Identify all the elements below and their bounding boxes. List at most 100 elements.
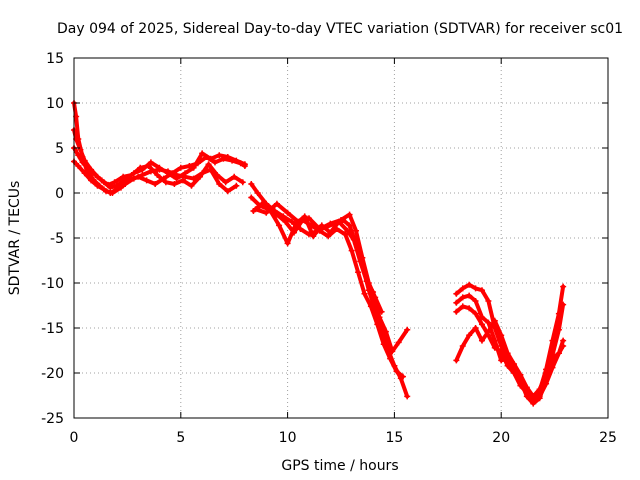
data-point — [380, 341, 387, 348]
data-point — [346, 211, 353, 218]
data-point — [207, 166, 214, 173]
data-point — [511, 361, 518, 367]
data-point — [100, 186, 107, 193]
data-point — [182, 173, 189, 180]
data-point — [376, 314, 383, 321]
data-point — [81, 170, 88, 177]
data-point — [94, 182, 101, 189]
data-point — [276, 222, 283, 229]
data-point — [305, 215, 312, 222]
data-point — [211, 159, 218, 166]
series-group — [71, 100, 567, 407]
data-point — [466, 332, 473, 339]
data-point — [498, 348, 505, 355]
x-tick-label: 25 — [599, 430, 617, 446]
data-point — [478, 321, 485, 328]
data-point — [549, 355, 556, 362]
data-point — [75, 152, 82, 159]
data-point — [122, 181, 129, 187]
y-tick-label: 5 — [55, 141, 64, 157]
x-tick-label: 15 — [385, 430, 403, 446]
data-point — [295, 218, 302, 225]
data-point — [113, 186, 120, 193]
data-point — [325, 233, 332, 240]
x-tick-label: 0 — [70, 430, 79, 446]
data-point — [120, 173, 127, 180]
data-point — [361, 290, 368, 297]
data-point — [288, 218, 295, 225]
data-point — [263, 209, 270, 216]
data-point — [359, 254, 366, 261]
y-tick-label: -25 — [41, 411, 64, 427]
data-point — [459, 285, 466, 292]
data-point — [284, 240, 291, 247]
data-point — [205, 161, 212, 168]
data-point — [233, 157, 240, 164]
y-tick-label: 0 — [55, 186, 64, 202]
data-point — [453, 357, 460, 364]
data-point — [77, 146, 84, 153]
data-point — [327, 220, 334, 227]
data-point — [327, 229, 334, 236]
data-point — [128, 172, 135, 178]
data-point — [346, 222, 353, 229]
data-point — [466, 281, 473, 288]
data-point — [536, 386, 543, 393]
data-point — [137, 164, 144, 171]
data-point — [399, 373, 406, 380]
series-line-12 — [454, 318, 566, 399]
data-point — [404, 326, 411, 333]
data-point — [105, 181, 112, 188]
data-point — [98, 177, 105, 184]
data-point — [173, 172, 180, 178]
data-point — [216, 181, 223, 187]
x-axis-label: GPS time / hours — [281, 458, 398, 474]
x-tick-label: 20 — [492, 430, 510, 446]
data-point — [478, 287, 485, 294]
data-point — [485, 328, 492, 335]
data-point — [147, 159, 154, 166]
data-point — [530, 393, 537, 400]
data-point — [316, 226, 323, 232]
data-point — [342, 231, 349, 238]
y-tick-label: -10 — [41, 276, 64, 292]
data-point — [162, 179, 169, 186]
data-point — [466, 305, 473, 312]
data-point — [504, 350, 511, 357]
data-point — [179, 177, 186, 184]
data-point — [478, 337, 485, 344]
data-point — [254, 190, 261, 196]
data-point — [453, 290, 460, 297]
data-point — [472, 298, 479, 304]
data-point — [560, 337, 567, 344]
y-tick-label: -5 — [50, 231, 64, 247]
data-point — [517, 382, 524, 389]
data-point — [207, 155, 214, 162]
data-point — [344, 227, 351, 234]
data-point — [233, 182, 240, 189]
data-point — [498, 332, 505, 339]
data-point — [372, 294, 379, 301]
data-point — [511, 370, 518, 376]
data-point — [466, 292, 473, 299]
data-point — [387, 355, 394, 362]
data-point — [224, 188, 231, 195]
data-point — [190, 164, 197, 171]
data-point — [472, 285, 479, 292]
data-point — [491, 317, 498, 324]
data-point — [404, 393, 411, 400]
data-point — [543, 371, 550, 378]
data-point — [560, 301, 567, 308]
data-point — [273, 200, 280, 207]
axis-ticks: 0 5 10 15 20 25 -25 -20 -15 -10 -5 0 5 10 15 — [41, 51, 617, 446]
x-tick-label: 10 — [279, 430, 297, 446]
data-point — [241, 161, 248, 168]
data-point — [367, 303, 374, 310]
data-point — [517, 371, 524, 378]
data-point — [382, 328, 389, 335]
data-point — [453, 299, 460, 306]
data-point — [186, 163, 193, 169]
data-point — [453, 308, 460, 315]
data-point — [523, 384, 530, 391]
